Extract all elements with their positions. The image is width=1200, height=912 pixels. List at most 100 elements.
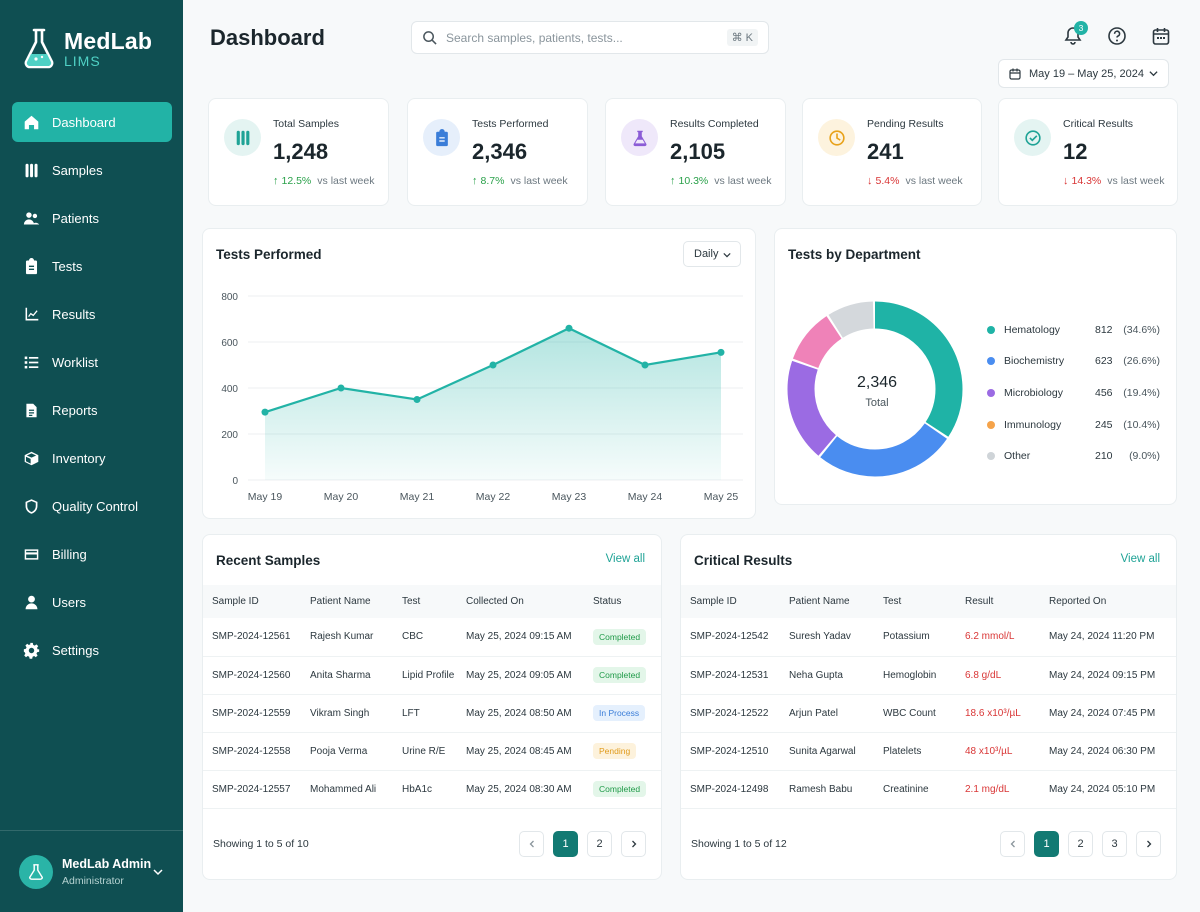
sidebar-item-samples[interactable]: Samples (12, 150, 172, 190)
chevron-left-icon (1010, 840, 1015, 848)
kpi-delta: ↓ 14.3% vs last week (1063, 175, 1164, 187)
sidebar-item-quality-control[interactable]: Quality Control (12, 486, 172, 526)
sidebar-item-reports[interactable]: Reports (12, 390, 172, 430)
flask-logo-icon (24, 28, 54, 69)
prev-page-button[interactable] (519, 831, 544, 857)
column-header[interactable]: Result (965, 596, 994, 607)
sidebar-item-users[interactable]: Users (12, 582, 172, 622)
column-header[interactable]: Test (402, 596, 421, 607)
table-row[interactable]: SMP-2024-12558 Pooja Verma Urine R/E May 25… (203, 732, 661, 771)
column-header[interactable]: Sample ID (212, 596, 259, 607)
panel-title: Tests by Department (788, 247, 921, 262)
kpi-card-tests-performed[interactable]: Tests Performed 2,346 ↑ 8.7% vs last wee… (407, 98, 588, 206)
cell-test: HbA1c (393, 770, 457, 809)
column-header[interactable]: Test (883, 596, 902, 607)
date-range-picker[interactable]: May 19 – May 25, 2024 (998, 59, 1169, 88)
cell-id: SMP-2024-12561 (203, 618, 301, 657)
table-row[interactable]: SMP-2024-12561 Rajesh Kumar CBC May 25, 202… (203, 618, 661, 657)
table-row[interactable]: SMP-2024-12542 Suresh Yadav Potassium 6.2 m… (681, 618, 1176, 657)
cell-id: SMP-2024-12557 (203, 770, 301, 809)
cell-patient: Pooja Verma (301, 732, 393, 771)
data-point (261, 408, 269, 416)
sidebar-item-patients[interactable]: Patients (12, 198, 172, 238)
search-input[interactable] (446, 30, 727, 45)
help-icon[interactable] (1107, 26, 1127, 46)
arrow-down-icon: ↓ (1063, 175, 1069, 187)
page-button[interactable]: 1 (1034, 831, 1059, 857)
sidebar-item-settings[interactable]: Settings (12, 630, 172, 670)
next-page-button[interactable] (621, 831, 646, 857)
page-button[interactable]: 2 (1068, 831, 1093, 857)
view-all-link[interactable]: View all (1120, 553, 1160, 565)
next-page-button[interactable] (1136, 831, 1161, 857)
calendar-icon[interactable] (1151, 26, 1171, 46)
legend-item-immunology: Immunology 245 (10.4%) (987, 409, 1177, 441)
column-header[interactable]: Collected On (466, 596, 524, 607)
kpi-delta-caption: vs last week (714, 175, 772, 187)
table-row[interactable]: SMP-2024-12559 Vikram Singh LFT May 25, 202… (203, 694, 661, 733)
sidebar-item-inventory[interactable]: Inventory (12, 438, 172, 478)
donut-slice-microbiology[interactable] (787, 301, 963, 477)
period-select[interactable]: Daily (683, 241, 741, 267)
table-row[interactable]: SMP-2024-12557 Mohammed Ali HbA1c May 25, 2… (203, 770, 661, 809)
chevron-left-icon (529, 840, 534, 848)
column-header[interactable]: Patient Name (310, 596, 371, 607)
x-tick-label: May 20 (324, 491, 359, 503)
table-row[interactable]: SMP-2024-12498 Ramesh Babu Creatinine 2.1 m… (681, 770, 1176, 809)
sidebar-item-results[interactable]: Results (12, 294, 172, 334)
chevron-down-icon[interactable] (153, 867, 163, 877)
legend-percent: (34.6%) (1123, 323, 1160, 336)
sidebar-item-dashboard[interactable]: Dashboard (12, 102, 172, 142)
brand-logo[interactable]: MedLab LIMS (22, 26, 152, 70)
page-button[interactable]: 1 (553, 831, 578, 857)
donut-slice-hematology[interactable] (787, 301, 963, 477)
view-all-link[interactable]: View all (605, 553, 645, 565)
cell-test: Lipid Profile (393, 656, 457, 695)
kpi-icon (621, 119, 658, 156)
data-point (641, 361, 649, 369)
sidebar-item-tests[interactable]: Tests (12, 246, 172, 286)
kpi-label: Pending Results (867, 118, 944, 130)
column-header[interactable]: Sample ID (690, 596, 737, 607)
page-button[interactable]: 2 (587, 831, 612, 857)
donut-slice-biochemistry[interactable] (787, 301, 963, 477)
table-row[interactable]: SMP-2024-12560 Anita Sharma Lipid Profile M… (203, 656, 661, 695)
kpi-card-critical-results[interactable]: Critical Results 12 ↓ 14.3% vs last week (998, 98, 1178, 206)
kpi-card-total-samples[interactable]: Total Samples 1,248 ↑ 12.5% vs last week (208, 98, 389, 206)
column-header[interactable]: Reported On (1049, 596, 1107, 607)
x-tick-label: May 19 (248, 491, 283, 503)
column-header[interactable]: Status (593, 596, 622, 607)
cell-date: May 24, 2024 11:20 PM (1040, 618, 1176, 657)
x-tick-label: May 25 (704, 491, 739, 503)
home-icon (24, 115, 39, 129)
page-title: Dashboard (210, 25, 325, 50)
search-shortcut: ⌘ K (726, 29, 758, 46)
page-button[interactable]: 3 (1102, 831, 1127, 857)
column-header[interactable]: Patient Name (789, 596, 850, 607)
search-bar[interactable]: ⌘ K (411, 21, 769, 54)
brand-name: MedLab (64, 28, 153, 54)
kpi-value: 1,248 (273, 139, 329, 164)
arrow-up-icon: ↑ (472, 175, 478, 187)
table-row[interactable]: SMP-2024-12510 Sunita Agarwal Platelets 48 … (681, 732, 1176, 771)
legend-swatch (987, 452, 995, 461)
sidebar-item-worklist[interactable]: Worklist (12, 342, 172, 382)
clipboard-icon (25, 257, 38, 274)
cell-date: May 25, 2024 08:30 AM (457, 770, 584, 809)
kpi-card-pending-results[interactable]: Pending Results 241 ↓ 5.4% vs last week (802, 98, 982, 206)
cell-status: Completed (584, 618, 661, 657)
sidebar-item-billing[interactable]: Billing (12, 534, 172, 574)
user-menu[interactable]: MedLab Admin Administrator (0, 830, 183, 912)
cell-test: Creatinine (874, 770, 956, 809)
y-tick-label: 400 (221, 384, 238, 395)
y-tick-label: 200 (221, 430, 238, 441)
legend-swatch (987, 388, 995, 397)
table-row[interactable]: SMP-2024-12531 Neha Gupta Hemoglobin 6.8 g/… (681, 656, 1176, 695)
critical-value: 2.1 mg/dL (965, 783, 1010, 795)
kpi-label: Results Completed (670, 118, 759, 130)
table-row[interactable]: SMP-2024-12522 Arjun Patel WBC Count 18.6 x… (681, 694, 1176, 733)
prev-page-button[interactable] (1000, 831, 1025, 857)
kpi-card-results-completed[interactable]: Results Completed 2,105 ↑ 10.3% vs last … (605, 98, 786, 206)
brand-subtitle: LIMS (64, 53, 101, 69)
clipboard-icon (435, 128, 448, 146)
